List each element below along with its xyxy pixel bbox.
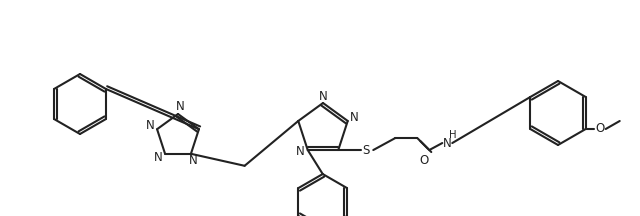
Text: N: N xyxy=(154,151,163,164)
Text: N: N xyxy=(189,154,197,167)
Text: H: H xyxy=(449,130,456,140)
Text: O: O xyxy=(420,154,429,167)
Text: N: N xyxy=(175,100,184,113)
Text: N: N xyxy=(443,137,452,149)
Text: S: S xyxy=(363,144,370,157)
Text: N: N xyxy=(296,145,305,157)
Text: N: N xyxy=(350,111,359,124)
Text: N: N xyxy=(146,119,154,132)
Text: O: O xyxy=(595,122,604,135)
Text: N: N xyxy=(319,89,328,103)
